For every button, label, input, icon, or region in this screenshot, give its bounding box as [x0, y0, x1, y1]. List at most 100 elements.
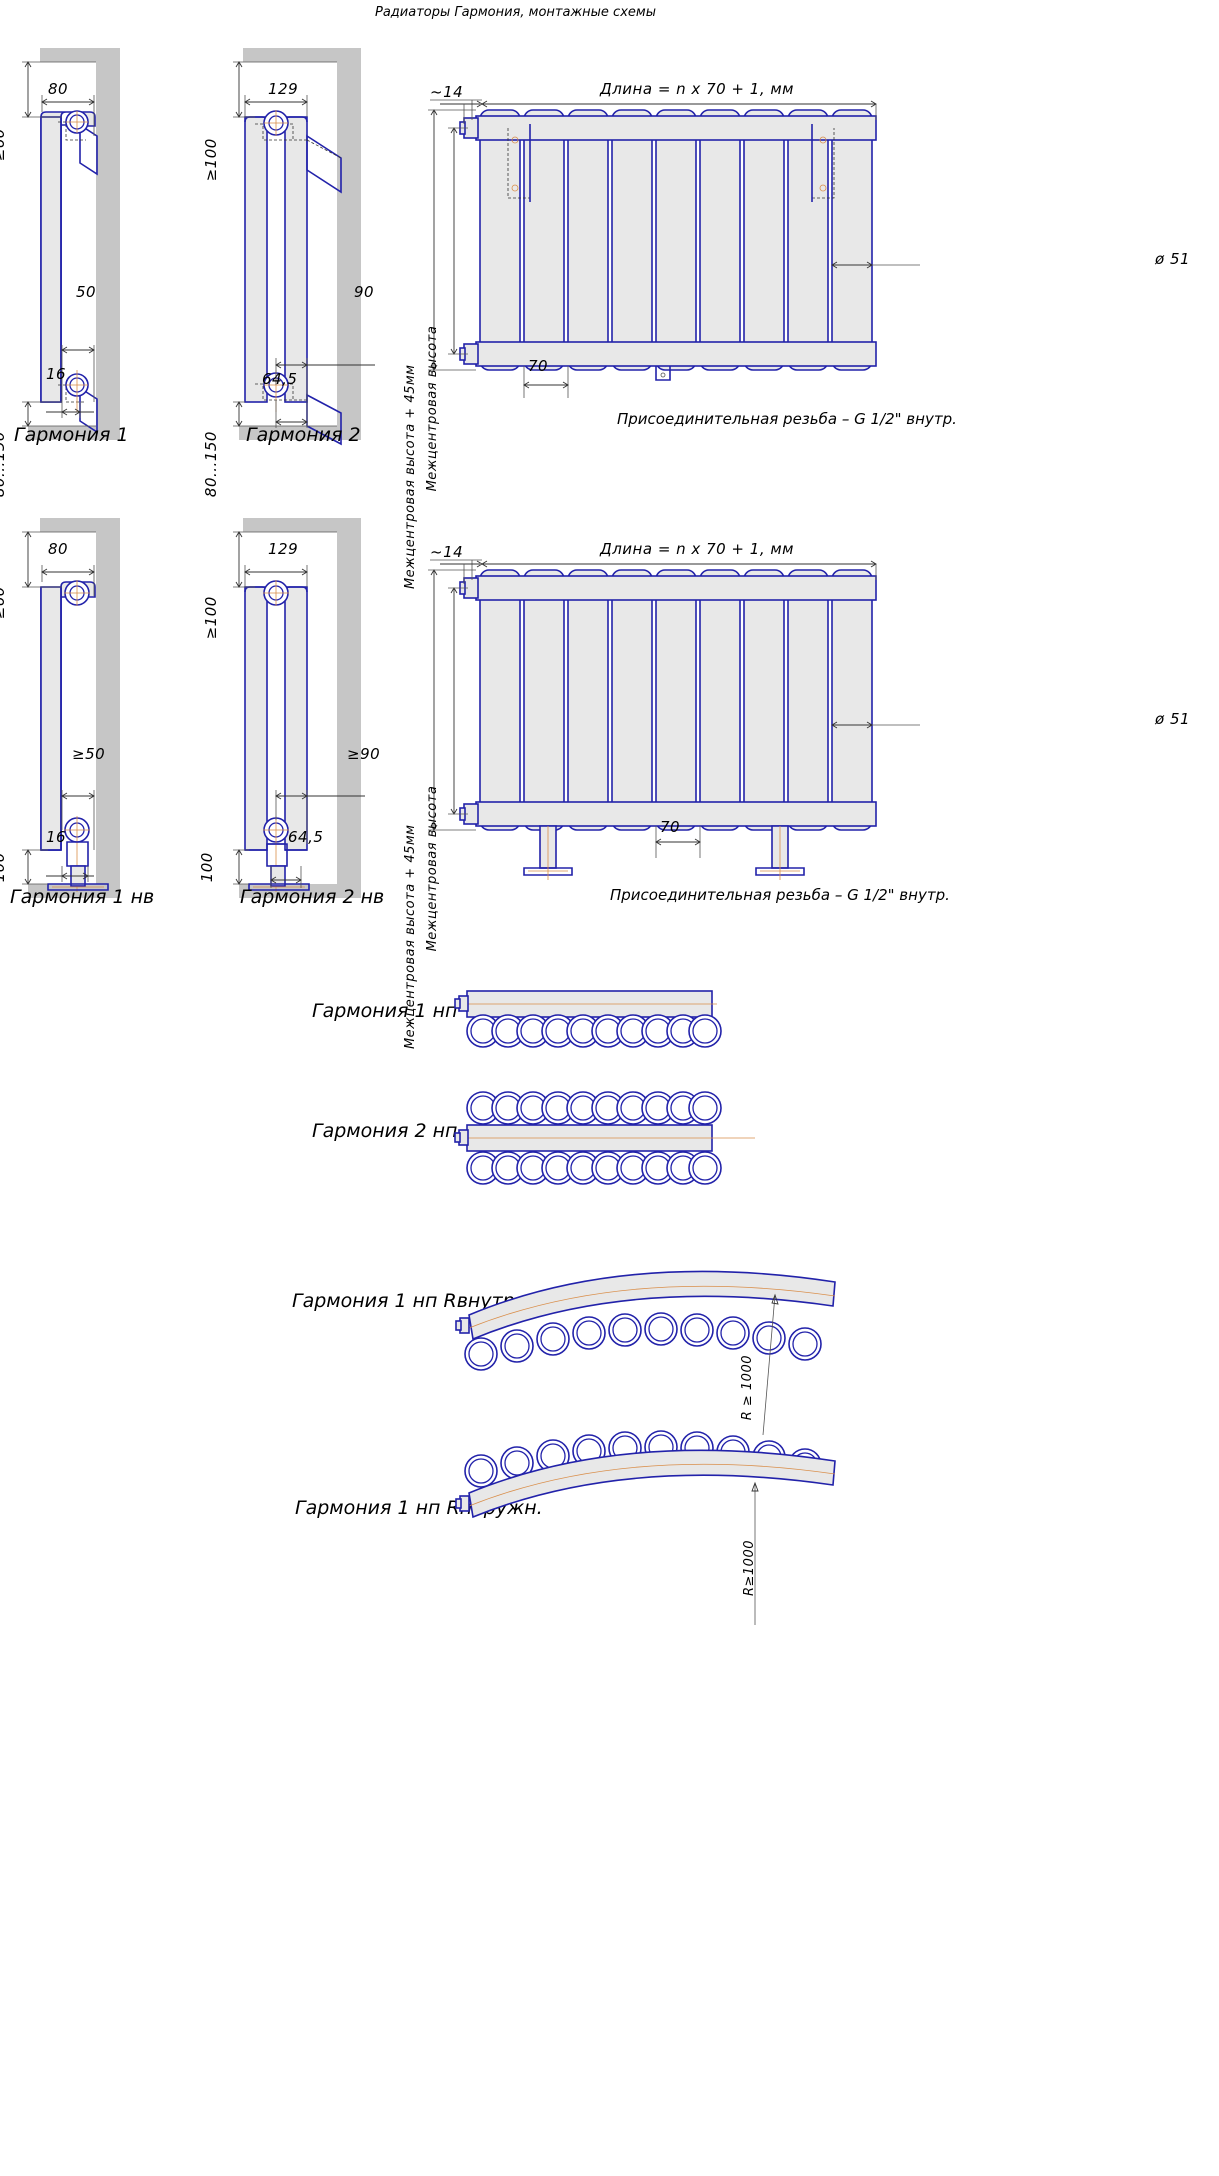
section-circle-outer [644, 1312, 678, 1346]
section-circle-outer [788, 1327, 822, 1361]
radius-label-inner: R ≥ 1000 [740, 1355, 755, 1421]
connector-upper-hidden1 [255, 123, 307, 141]
curved-manifold [468, 1270, 836, 1341]
section-circle-inner [612, 1317, 638, 1343]
dim-topgap-arrow [235, 531, 243, 588]
dim-70-arrow [655, 838, 701, 846]
side-view-2-graphic [233, 48, 375, 446]
wall-vertical [96, 48, 120, 440]
dim-height-outer-ext [428, 569, 476, 831]
dim-14-arrow [440, 100, 483, 108]
section [831, 569, 873, 831]
leg-post [270, 865, 286, 887]
dim-lower-offset-1: 50 [76, 283, 97, 301]
wall-horizontal [40, 518, 120, 532]
section-circle-inner [792, 1331, 818, 1357]
leg-collar [266, 843, 288, 867]
caption-garmonia-2: Гармония 2 [246, 424, 361, 446]
dim-diameter-1: ø 51 [1155, 250, 1191, 268]
centermark-lower [66, 370, 88, 412]
radiator-column [40, 116, 62, 403]
dim-height-inner-arrow [450, 127, 458, 355]
dim-width-3: 80 [48, 540, 69, 558]
dim-pipe-1: 16 [46, 365, 67, 383]
dim-topgap-arrow [24, 61, 32, 118]
section [655, 109, 697, 371]
dim-90-arrow [275, 792, 365, 800]
dim-floor-gap-1: 80...150 [0, 431, 8, 498]
section-circle-outer [572, 1316, 606, 1350]
end-plug-tip [455, 1320, 462, 1331]
section-circle-outer [608, 1313, 642, 1347]
section-circle-inner [692, 1095, 718, 1121]
section [655, 569, 697, 831]
dim-floorgap-ext [22, 401, 96, 427]
floor-legs [523, 825, 805, 880]
dim-14-arrow [440, 560, 483, 568]
top-view-2-graphic [454, 1091, 755, 1185]
dim-645-arrow [275, 418, 308, 426]
radiator-column-front [244, 586, 268, 851]
section [523, 109, 565, 371]
dim-floor-gap-4: 100 [198, 852, 216, 883]
caption-garmonia-2-nv: Гармония 2 нв [240, 886, 385, 908]
leg-base [523, 867, 573, 876]
curved-centerline [468, 1285, 836, 1329]
dim-length-arrow [481, 100, 877, 108]
dim-645-ext [270, 866, 302, 888]
section-circle-inner [504, 1333, 530, 1359]
connector-upper [79, 123, 98, 176]
dim-90-ext [275, 790, 308, 844]
section-circle-outer [688, 1091, 722, 1125]
manifold-top [475, 115, 877, 141]
section-circle-outer [464, 1454, 498, 1488]
section [699, 109, 741, 371]
centre-foot [655, 366, 671, 381]
front-view-1-graphic [428, 99, 920, 398]
floor [28, 884, 120, 898]
section-circles [466, 1014, 722, 1048]
dim-lower-offset-2: 90 [354, 283, 375, 301]
dim-80-ext [41, 565, 95, 596]
section [479, 109, 521, 371]
centermark-upper [64, 580, 90, 606]
curved-centerline [468, 1463, 836, 1507]
dim-floorgap-arrow [235, 849, 243, 885]
wall-horizontal [243, 518, 361, 532]
caption-garmonia-1-np: Гармония 1 нп [312, 1000, 458, 1022]
manifold-bottom [475, 801, 877, 827]
section-circles-bottom [466, 1151, 722, 1185]
dim-topgap-ext [22, 531, 96, 588]
end-plug-tip [454, 998, 461, 1009]
section-circle-inner [720, 1320, 746, 1346]
wall-horizontal [243, 48, 361, 62]
dim-edge-2: ~14 [430, 543, 464, 561]
dim-pipe-3: 16 [46, 828, 67, 846]
dim-top-gap-2: ≥100 [202, 138, 220, 182]
end-plug-tip [455, 1498, 462, 1509]
section [611, 109, 653, 371]
section [567, 569, 609, 831]
dim-16-ext [61, 866, 89, 882]
dim-length-1: Длина = n x 70 + 1, мм [600, 80, 794, 98]
dim-topgap-ext [233, 61, 337, 118]
dim-top-gap-3: ≥60 [0, 586, 8, 620]
dim-height-inner-ext [448, 127, 468, 355]
caption-garmonia-1-nv: Гармония 1 нв [10, 886, 155, 908]
radius-label-outer: R≥1000 [742, 1540, 757, 1597]
dim-top-gap-4: ≥100 [202, 596, 220, 640]
radius-arrowhead [771, 1293, 779, 1305]
section-circle-outer [536, 1322, 570, 1356]
radiator-sections [479, 569, 873, 831]
section-circle-outer [688, 1151, 722, 1185]
dim-length-2: Длина = n x 70 + 1, мм [600, 540, 794, 558]
leg-collar [66, 841, 89, 867]
connector-lower-hidden1 [255, 383, 307, 401]
bracket-hole [511, 136, 519, 144]
dim-topgap-ext [233, 531, 337, 588]
radius-leader [762, 1294, 776, 1436]
leg-centerline [528, 826, 568, 880]
dim-16-arrow [46, 408, 94, 416]
section-circle-outer [688, 1014, 722, 1048]
